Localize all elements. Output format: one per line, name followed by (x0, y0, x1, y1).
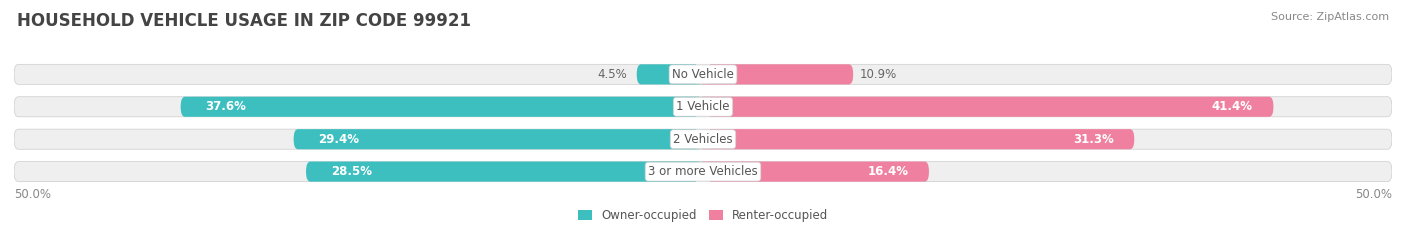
FancyBboxPatch shape (14, 129, 1392, 149)
Text: 28.5%: 28.5% (330, 165, 373, 178)
Text: 37.6%: 37.6% (205, 100, 246, 113)
FancyBboxPatch shape (699, 97, 1274, 117)
Bar (696, 64, 710, 84)
Text: 2 Vehicles: 2 Vehicles (673, 133, 733, 146)
Text: 1 Vehicle: 1 Vehicle (676, 100, 730, 113)
Text: 50.0%: 50.0% (14, 188, 51, 202)
Text: 3 or more Vehicles: 3 or more Vehicles (648, 165, 758, 178)
Text: 41.4%: 41.4% (1212, 100, 1253, 113)
FancyBboxPatch shape (637, 64, 703, 84)
Bar (696, 129, 710, 149)
Text: 16.4%: 16.4% (868, 165, 908, 178)
FancyBboxPatch shape (307, 161, 703, 182)
Text: HOUSEHOLD VEHICLE USAGE IN ZIP CODE 99921: HOUSEHOLD VEHICLE USAGE IN ZIP CODE 9992… (17, 12, 471, 30)
FancyBboxPatch shape (14, 161, 1392, 182)
FancyBboxPatch shape (14, 97, 1392, 117)
FancyBboxPatch shape (699, 161, 929, 182)
Bar (696, 97, 710, 117)
FancyBboxPatch shape (14, 64, 1392, 84)
Text: No Vehicle: No Vehicle (672, 68, 734, 81)
Legend: Owner-occupied, Renter-occupied: Owner-occupied, Renter-occupied (572, 205, 834, 227)
Bar (696, 161, 710, 182)
FancyBboxPatch shape (699, 129, 1135, 149)
Text: 29.4%: 29.4% (319, 133, 360, 146)
Text: 50.0%: 50.0% (1355, 188, 1392, 202)
FancyBboxPatch shape (699, 64, 853, 84)
FancyBboxPatch shape (294, 129, 703, 149)
Text: 31.3%: 31.3% (1073, 133, 1114, 146)
Text: 10.9%: 10.9% (860, 68, 897, 81)
Text: Source: ZipAtlas.com: Source: ZipAtlas.com (1271, 12, 1389, 22)
Text: 4.5%: 4.5% (598, 68, 627, 81)
FancyBboxPatch shape (180, 97, 703, 117)
